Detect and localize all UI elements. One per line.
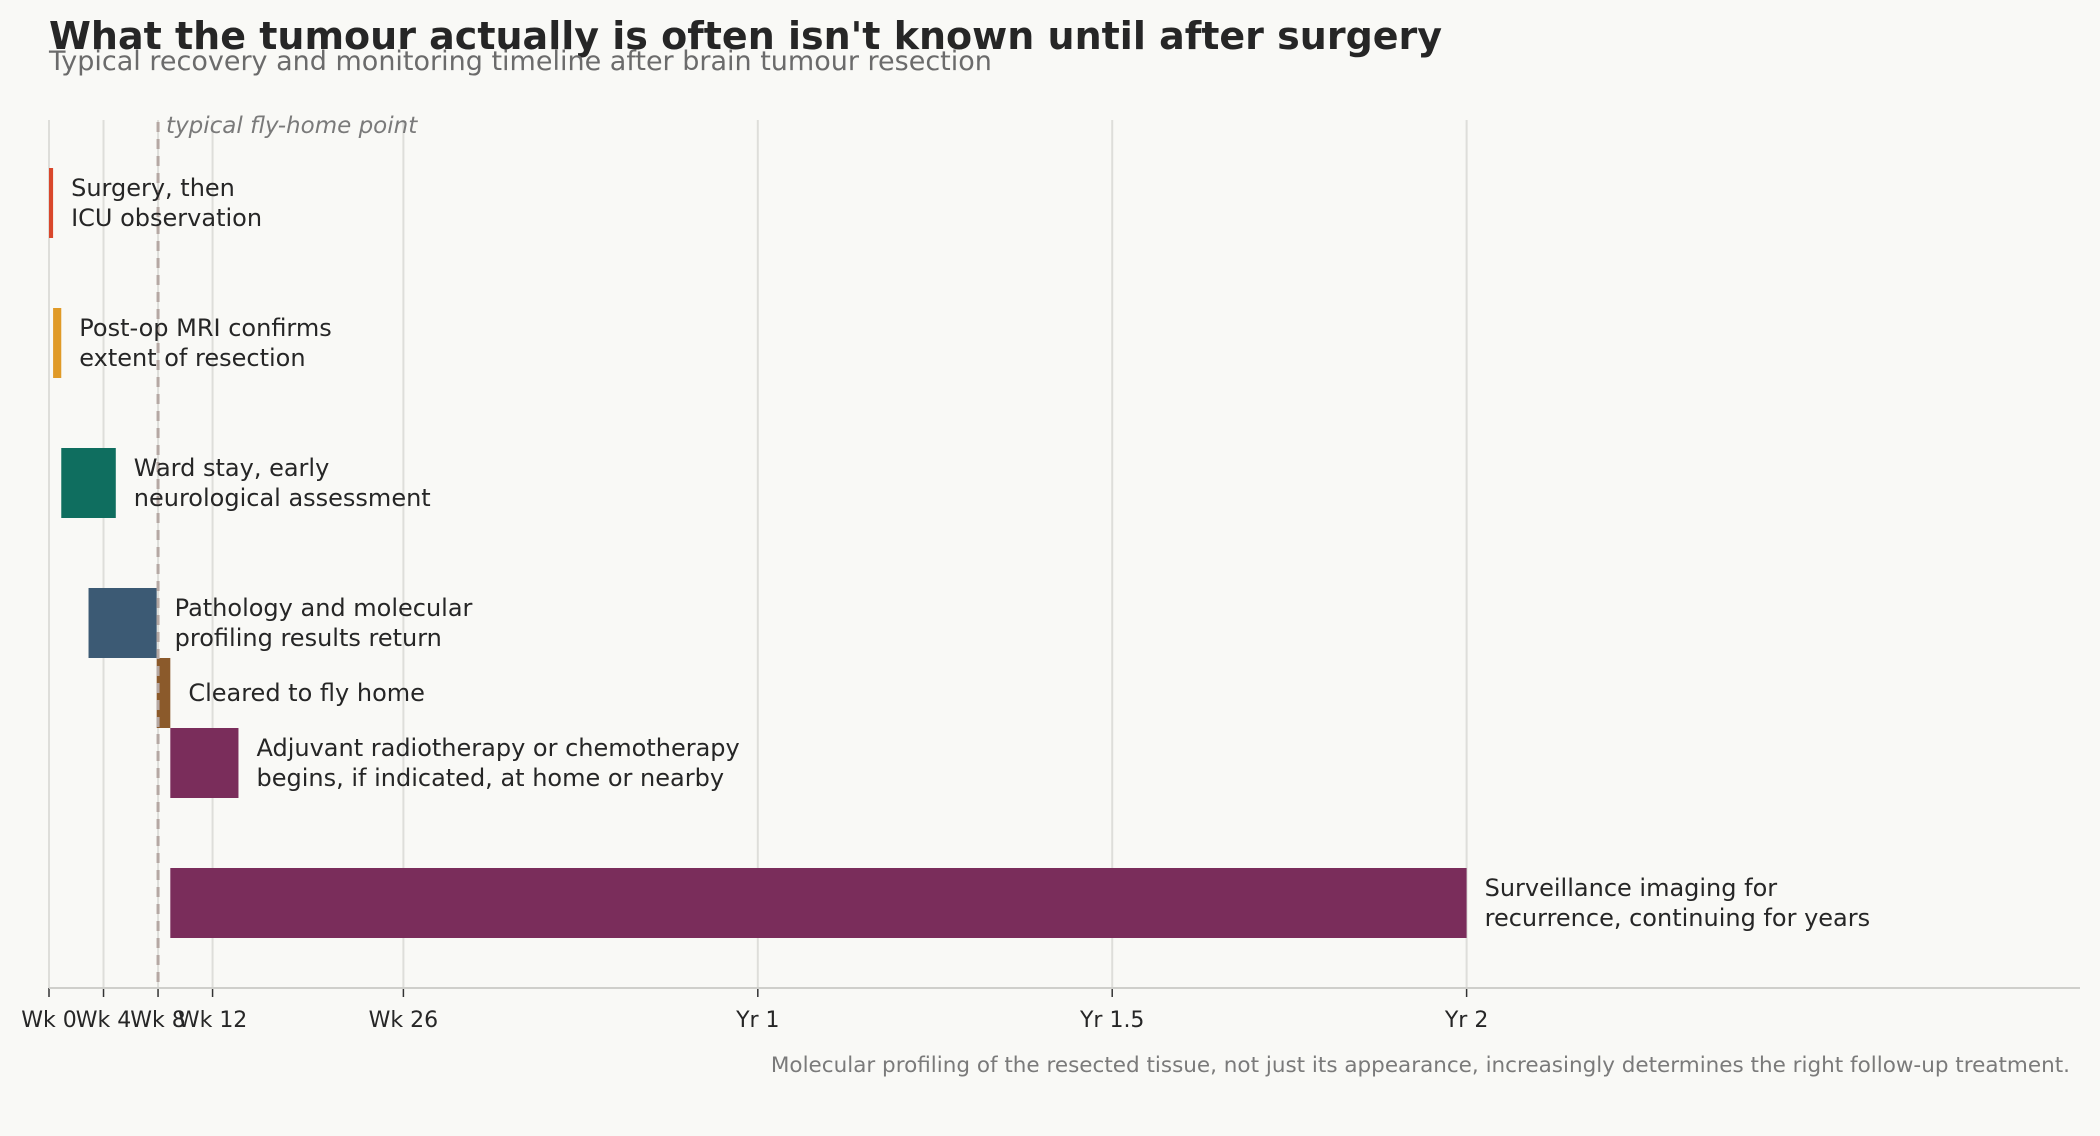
timeline-bar xyxy=(53,308,62,378)
reference-line-group: typical fly-home point xyxy=(156,113,418,988)
bar-label: Ward stay, early neurological assessment xyxy=(134,454,431,512)
bar-label-line: profiling results return xyxy=(175,624,442,652)
bar-label-line: recurrence, continuing for years xyxy=(1485,904,1871,932)
grid-lines xyxy=(48,120,1468,988)
task-labels: Surgery, then ICU observation Post-op MRI … xyxy=(71,174,1870,932)
bar-label-line: Ward stay, early xyxy=(134,454,330,482)
chart-title: What the tumour actually is often isn't … xyxy=(49,14,1443,58)
bar-label: Cleared to fly home xyxy=(188,679,425,707)
x-axis: Wk 0 Wk 4 Wk 8Wk 12 Wk 26 Yr 1 Yr 1.5 Yr 2 xyxy=(21,987,2080,1033)
bar-label: Post-op MRI confirms extent of resection xyxy=(79,314,332,372)
x-tick-label: Yr 1 xyxy=(735,1008,779,1033)
bar-label-line: Cleared to fly home xyxy=(188,679,425,707)
timeline-bar xyxy=(170,728,239,798)
bar-label: Pathology and molecular profiling results… xyxy=(175,594,473,652)
bar-label-line: Surveillance imaging for xyxy=(1485,874,1778,902)
bar-label-line: begins, if indicated, at home or nearby xyxy=(256,764,724,792)
x-tick-label: Wk 12 xyxy=(178,1008,247,1033)
bar-label: Surgery, then ICU observation xyxy=(71,174,262,232)
bar-label-line: extent of resection xyxy=(79,344,305,372)
bar-label-line: Surgery, then xyxy=(71,174,235,202)
x-tick-label: Wk 0 xyxy=(21,1008,76,1033)
timeline-bar xyxy=(88,588,157,658)
timeline-bars xyxy=(49,168,1467,938)
timeline-bar xyxy=(156,658,171,728)
timeline-bar xyxy=(49,168,54,238)
bar-label-line: Adjuvant radiotherapy or chemotherapy xyxy=(256,734,739,762)
bar-label-line: Pathology and molecular xyxy=(175,594,473,622)
x-tick-label: Yr 1.5 xyxy=(1079,1008,1144,1033)
x-tick-label: Wk 8 xyxy=(130,1008,185,1033)
timeline-bar xyxy=(61,448,116,518)
bar-label-line: neurological assessment xyxy=(134,484,431,512)
x-tick-label: Wk 26 xyxy=(369,1008,438,1033)
timeline-bar xyxy=(170,868,1467,938)
bar-label-line: Post-op MRI confirms xyxy=(79,314,332,342)
bar-label: Surveillance imaging for recurrence, cont… xyxy=(1485,874,1871,932)
reference-line-label: typical fly-home point xyxy=(166,113,418,139)
bar-label: Adjuvant radiotherapy or chemotherapy beg… xyxy=(256,734,739,792)
chart-subtitle: Typical recovery and monitoring timeline… xyxy=(49,46,992,77)
x-tick-label: Wk 4 xyxy=(76,1008,131,1033)
bar-label-line: ICU observation xyxy=(71,204,262,232)
x-tick-label: Yr 2 xyxy=(1444,1008,1488,1033)
footnote: Molecular profiling of the resected tiss… xyxy=(770,1053,2070,1078)
